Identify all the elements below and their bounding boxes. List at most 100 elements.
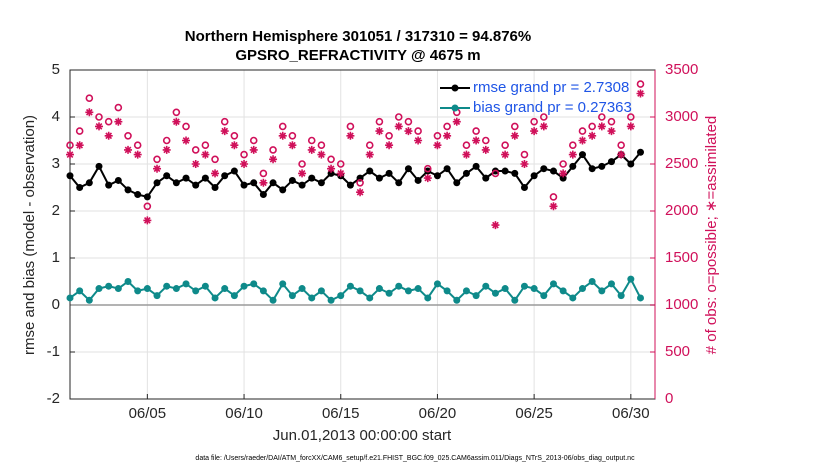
point <box>308 294 316 302</box>
point <box>75 141 84 150</box>
point <box>481 145 490 154</box>
legend-label: rmse grand pr = 2.7308 <box>473 79 629 96</box>
point <box>404 287 412 295</box>
point <box>124 186 132 194</box>
point <box>472 292 480 300</box>
point <box>95 113 103 121</box>
point <box>279 186 287 194</box>
point <box>317 287 325 295</box>
point <box>288 141 297 150</box>
point <box>162 136 171 145</box>
point <box>414 127 422 135</box>
point <box>404 117 413 126</box>
x-tick-label: 06/10 <box>225 405 263 422</box>
point <box>462 169 470 177</box>
x-tick-label: 06/30 <box>612 405 650 422</box>
point <box>540 165 548 173</box>
point <box>394 113 403 121</box>
point <box>327 155 335 164</box>
point <box>76 184 84 191</box>
y-tick-label: 2 <box>52 202 60 219</box>
point <box>124 132 132 140</box>
point <box>491 221 500 230</box>
y2-tick-label: 1500 <box>665 249 698 266</box>
point <box>172 179 180 187</box>
point <box>153 155 161 164</box>
point <box>443 165 451 173</box>
y2-tick-label: 3000 <box>665 108 698 125</box>
point <box>530 285 538 293</box>
point <box>153 292 161 300</box>
point <box>569 162 577 170</box>
point <box>375 117 384 126</box>
point <box>626 122 635 131</box>
legend-marker <box>451 84 459 92</box>
point <box>433 141 442 150</box>
y2-tick-label: 2000 <box>665 202 698 219</box>
point <box>404 165 412 173</box>
point <box>491 289 499 297</box>
point <box>104 117 113 126</box>
point <box>124 278 132 285</box>
point <box>423 164 432 173</box>
point <box>114 176 122 184</box>
point <box>598 287 606 295</box>
y2-axis-label: # of obs: o=possible; ∗=assimilated <box>703 116 720 355</box>
x-axis-label: Jun.01,2013 00:00:00 start <box>273 427 452 444</box>
y-tick-label: 1 <box>52 249 60 266</box>
point <box>143 216 152 225</box>
point <box>269 155 278 164</box>
point <box>549 167 557 175</box>
point <box>627 113 635 121</box>
point <box>278 131 287 140</box>
point <box>134 287 142 295</box>
point <box>66 150 74 159</box>
point <box>482 174 490 182</box>
point <box>433 172 441 180</box>
point <box>569 141 577 149</box>
point <box>511 169 519 177</box>
point <box>114 285 122 293</box>
point <box>636 294 644 302</box>
point <box>66 141 74 149</box>
point <box>317 141 326 149</box>
point <box>143 285 151 293</box>
point <box>501 141 509 149</box>
x-tick-label: 06/15 <box>322 405 360 422</box>
point <box>259 169 268 178</box>
point <box>317 150 326 159</box>
point <box>221 172 229 180</box>
point <box>501 285 509 293</box>
point <box>327 164 336 173</box>
point <box>211 294 219 302</box>
point <box>578 285 586 293</box>
point <box>240 282 248 290</box>
point <box>395 282 403 290</box>
point <box>269 146 277 154</box>
point <box>298 169 307 178</box>
point <box>240 160 249 168</box>
point <box>530 172 538 180</box>
point <box>520 150 529 159</box>
point <box>462 287 470 295</box>
footnote: data file: /Users/raeder/DAI/ATM_forcXX/… <box>195 455 635 462</box>
point <box>220 127 229 136</box>
point <box>259 191 267 199</box>
point <box>569 294 577 302</box>
point <box>588 122 596 131</box>
point <box>366 294 374 302</box>
point <box>230 141 239 150</box>
x-tick-label: 06/20 <box>419 405 457 422</box>
point <box>452 117 461 126</box>
point <box>220 117 229 126</box>
x-tick-label: 06/25 <box>515 405 553 422</box>
point <box>414 176 422 184</box>
point <box>394 122 403 131</box>
point <box>249 145 258 154</box>
point <box>598 162 606 170</box>
point <box>201 282 209 290</box>
point <box>336 160 345 168</box>
point <box>375 174 383 182</box>
point <box>462 150 471 159</box>
